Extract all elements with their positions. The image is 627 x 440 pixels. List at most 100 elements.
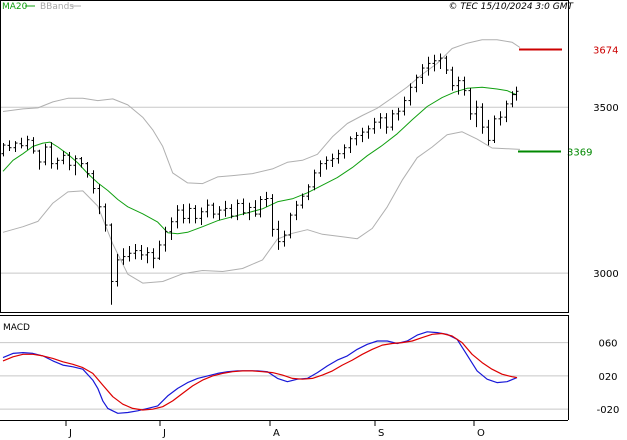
candle [264,191,269,207]
candle [157,240,162,260]
macd-tick-label: 060 [598,339,617,350]
candle [133,243,138,260]
x-tick-label: O [477,428,485,439]
candle [342,144,347,159]
chart-frame [0,0,569,421]
candle [31,137,36,154]
price-tick-label: 3500 [593,103,618,114]
candle [312,169,317,191]
candle [288,212,293,239]
candle [151,248,156,269]
candle [324,156,329,170]
candle [1,143,6,157]
x-tick-label: J [68,428,72,439]
candle [163,226,168,252]
candle [55,157,60,170]
candle [360,127,365,143]
candle [229,204,234,219]
candle [67,152,72,171]
candle [49,142,54,169]
candle [378,113,383,129]
candle [414,74,419,93]
resistance-label: 3674 [593,46,618,57]
bband-lower-line [2,131,521,284]
candle [121,248,126,265]
candle [372,117,377,134]
macd-tick-label: 020 [598,372,617,383]
candle [318,160,323,177]
candle [396,107,401,121]
x-tick-label: A [273,428,280,439]
candle [294,200,299,221]
candle [306,184,311,201]
candle [7,140,12,152]
candle [258,196,263,218]
candle [127,245,132,262]
candle [348,136,353,154]
candle [37,149,42,170]
candle [336,149,341,164]
candle [480,103,485,134]
candle [115,253,120,287]
candle [43,143,48,166]
ma20-line [2,86,518,235]
support-label: 3369 [567,148,592,159]
candle [276,220,281,250]
macd-title: MACD [3,323,30,333]
candle [19,137,24,149]
candle [205,199,210,218]
candle [366,125,371,139]
candle [474,100,479,128]
candle [514,86,519,101]
candle [13,141,18,153]
candle [223,200,228,217]
candle [408,83,413,106]
candle [420,64,425,84]
candle [282,230,287,247]
candle [300,193,305,209]
legend-bbands: BBands [40,2,74,12]
candle [486,119,491,146]
candle [97,184,102,215]
candle [354,132,359,146]
copyright-text: © TEC 15/10/2024 3:0 GMT [448,2,574,12]
candle [103,203,108,232]
candle [426,56,431,76]
candle [139,244,144,260]
candle [199,207,204,226]
candle [510,91,515,108]
legend-ma20: MA20 [2,2,28,12]
candle [504,100,509,123]
signal-line [2,332,518,411]
candle [444,55,449,75]
candle [25,135,30,150]
candle [492,115,497,144]
candle [384,113,389,134]
candle [432,54,437,72]
candle [253,200,258,217]
candle [211,202,216,219]
candle [247,202,252,221]
candle [241,198,246,216]
candle [498,111,503,126]
candle [193,205,198,224]
candle [61,151,66,165]
x-tick-label: S [378,428,384,439]
candle [402,96,407,116]
candle [235,199,240,221]
candle [175,205,180,229]
candle [145,247,150,264]
candle [79,157,84,168]
candle [187,203,192,224]
candle [468,87,473,120]
candle [390,109,395,131]
candle [330,153,335,167]
macd-tick-label: -020 [597,405,620,416]
candle [450,66,455,91]
candle [73,155,78,176]
candle [91,170,96,194]
candle [438,53,443,70]
candle [462,76,467,96]
candle [85,161,90,178]
